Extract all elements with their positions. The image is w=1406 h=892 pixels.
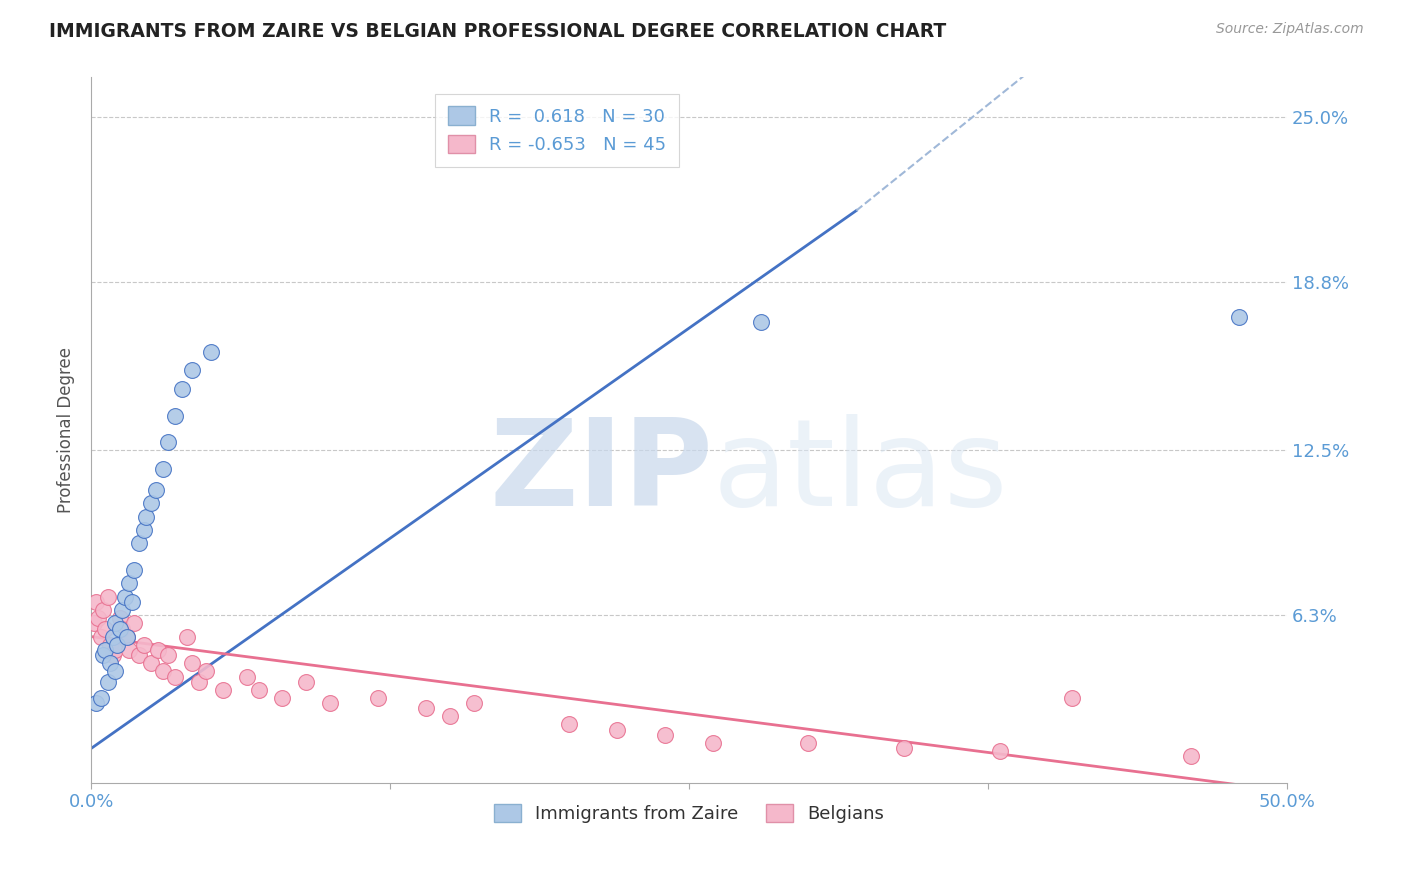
Point bbox=[749, 315, 772, 329]
Point bbox=[558, 717, 581, 731]
Point bbox=[797, 736, 820, 750]
Point bbox=[1180, 749, 1202, 764]
Point bbox=[139, 496, 162, 510]
Point bbox=[176, 630, 198, 644]
Text: ZIP: ZIP bbox=[489, 414, 713, 531]
Point bbox=[98, 638, 121, 652]
Point bbox=[84, 696, 107, 710]
Point bbox=[654, 728, 676, 742]
Point bbox=[152, 664, 174, 678]
Point bbox=[146, 643, 169, 657]
Point bbox=[132, 638, 155, 652]
Point bbox=[893, 741, 915, 756]
Point bbox=[111, 622, 134, 636]
Point bbox=[200, 344, 222, 359]
Point bbox=[180, 363, 202, 377]
Point bbox=[163, 409, 186, 423]
Point bbox=[163, 669, 186, 683]
Point bbox=[107, 638, 129, 652]
Point bbox=[91, 648, 114, 663]
Point bbox=[235, 669, 257, 683]
Point bbox=[415, 701, 437, 715]
Point bbox=[156, 648, 179, 663]
Point bbox=[295, 674, 318, 689]
Point bbox=[114, 590, 136, 604]
Point bbox=[139, 657, 162, 671]
Point bbox=[194, 664, 217, 678]
Point bbox=[367, 690, 389, 705]
Point bbox=[187, 674, 209, 689]
Point bbox=[104, 643, 127, 657]
Point bbox=[94, 622, 117, 636]
Point bbox=[128, 648, 150, 663]
Point bbox=[152, 462, 174, 476]
Text: atlas: atlas bbox=[713, 414, 1008, 531]
Point bbox=[97, 674, 120, 689]
Point bbox=[156, 435, 179, 450]
Point bbox=[83, 616, 105, 631]
Point bbox=[108, 611, 131, 625]
Point bbox=[101, 630, 124, 644]
Point bbox=[118, 643, 141, 657]
Point bbox=[247, 682, 270, 697]
Point bbox=[702, 736, 724, 750]
Point bbox=[101, 648, 124, 663]
Point bbox=[90, 690, 112, 705]
Point bbox=[211, 682, 233, 697]
Point bbox=[115, 630, 138, 644]
Point bbox=[439, 709, 461, 723]
Point bbox=[463, 696, 485, 710]
Point bbox=[97, 590, 120, 604]
Point bbox=[115, 630, 138, 644]
Point bbox=[121, 595, 143, 609]
Point bbox=[108, 622, 131, 636]
Point bbox=[135, 509, 157, 524]
Point bbox=[94, 643, 117, 657]
Point bbox=[1227, 310, 1250, 324]
Point bbox=[87, 611, 110, 625]
Point bbox=[271, 690, 294, 705]
Point bbox=[122, 563, 145, 577]
Point bbox=[118, 576, 141, 591]
Point bbox=[111, 603, 134, 617]
Point bbox=[145, 483, 167, 497]
Point bbox=[988, 744, 1011, 758]
Legend: Immigrants from Zaire, Belgians: Immigrants from Zaire, Belgians bbox=[484, 793, 894, 834]
Point bbox=[128, 536, 150, 550]
Point bbox=[132, 523, 155, 537]
Y-axis label: Professional Degree: Professional Degree bbox=[58, 347, 75, 513]
Point bbox=[90, 630, 112, 644]
Point bbox=[1060, 690, 1083, 705]
Point bbox=[84, 595, 107, 609]
Point bbox=[104, 664, 127, 678]
Point bbox=[91, 603, 114, 617]
Point bbox=[170, 382, 193, 396]
Text: Source: ZipAtlas.com: Source: ZipAtlas.com bbox=[1216, 22, 1364, 37]
Point bbox=[98, 657, 121, 671]
Point bbox=[606, 723, 628, 737]
Point bbox=[319, 696, 342, 710]
Text: IMMIGRANTS FROM ZAIRE VS BELGIAN PROFESSIONAL DEGREE CORRELATION CHART: IMMIGRANTS FROM ZAIRE VS BELGIAN PROFESS… bbox=[49, 22, 946, 41]
Point bbox=[122, 616, 145, 631]
Point bbox=[180, 657, 202, 671]
Point bbox=[104, 616, 127, 631]
